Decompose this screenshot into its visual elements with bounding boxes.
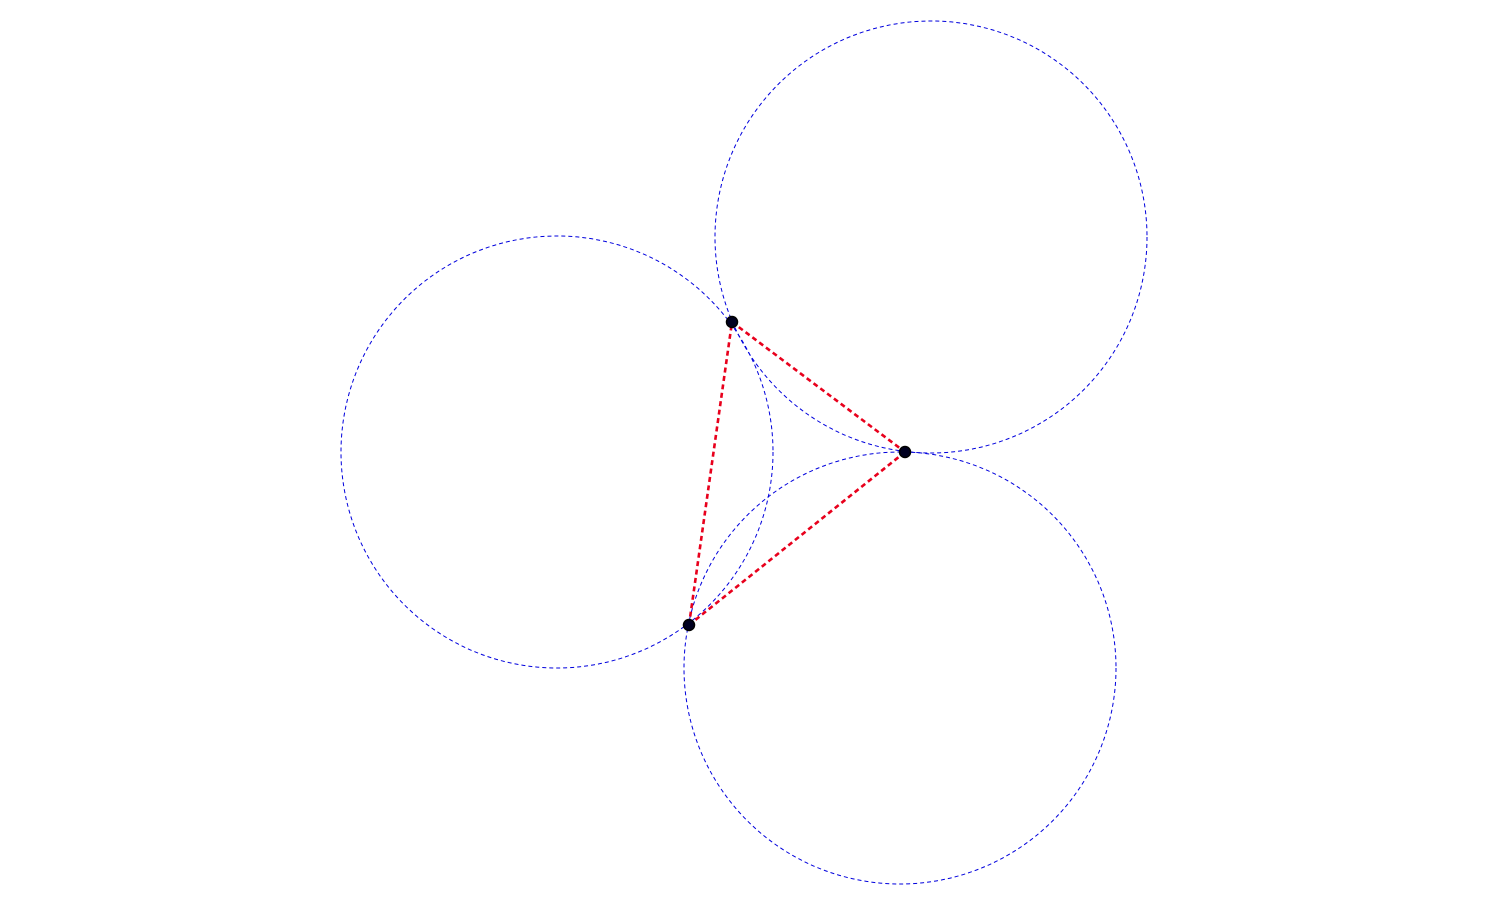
triangle-edge-ca — [687, 321, 734, 626]
triangle-group — [687, 320, 906, 627]
circle-left — [340, 235, 774, 669]
tangency-points-group — [682, 315, 912, 632]
circle-top-right — [714, 20, 1148, 454]
tangency-point-a[interactable] — [725, 315, 739, 329]
tangency-point-c[interactable] — [682, 618, 696, 632]
triangle-edge-ab — [731, 320, 906, 454]
triangle-edge-bc — [688, 450, 906, 627]
tangency-point-b[interactable] — [898, 445, 912, 459]
